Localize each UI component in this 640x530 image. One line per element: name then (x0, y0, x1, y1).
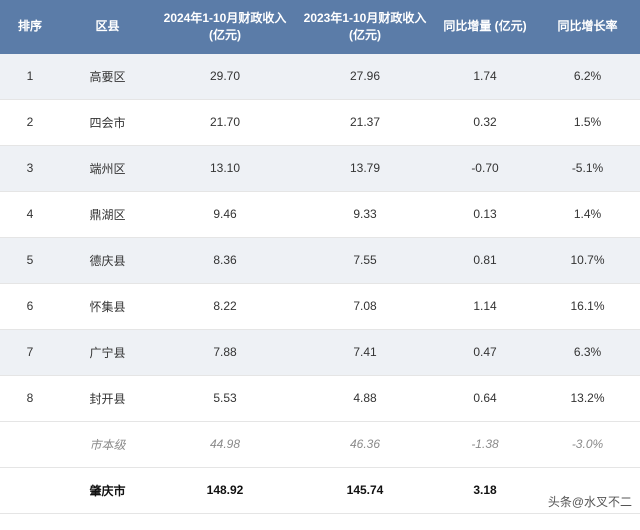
table-row: 1高要区29.7027.961.746.2% (0, 54, 640, 100)
cell-diff: 0.81 (435, 237, 535, 283)
cell-rev2023: 27.96 (295, 54, 435, 100)
col-header-growth: 同比增长率 (535, 0, 640, 54)
cell-growth: 13.2% (535, 375, 640, 421)
cell-rank: 8 (0, 375, 60, 421)
cell-growth: 1.4% (535, 191, 640, 237)
cell-diff: 0.13 (435, 191, 535, 237)
cell-area: 怀集县 (60, 283, 155, 329)
cell-area: 广宁县 (60, 329, 155, 375)
cell-area: 市本级 (60, 421, 155, 467)
cell-rev2023: 9.33 (295, 191, 435, 237)
cell-rev2023: 21.37 (295, 99, 435, 145)
cell-diff: -0.70 (435, 145, 535, 191)
cell-rank: 7 (0, 329, 60, 375)
cell-diff: 1.74 (435, 54, 535, 100)
col-header-2024: 2024年1-10月财政收入 (亿元) (155, 0, 295, 54)
table-row: 4鼎湖区9.469.330.131.4% (0, 191, 640, 237)
cell-growth: 6.2% (535, 54, 640, 100)
cell-growth: 10.7% (535, 237, 640, 283)
cell-rank: 3 (0, 145, 60, 191)
cell-area: 德庆县 (60, 237, 155, 283)
cell-rev2024: 8.36 (155, 237, 295, 283)
cell-rank: 4 (0, 191, 60, 237)
cell-diff: 0.47 (435, 329, 535, 375)
cell-rank (0, 467, 60, 513)
cell-rev2024: 9.46 (155, 191, 295, 237)
cell-growth (535, 467, 640, 513)
cell-growth: 16.1% (535, 283, 640, 329)
cell-rank: 5 (0, 237, 60, 283)
cell-rev2023: 4.88 (295, 375, 435, 421)
cell-area: 高要区 (60, 54, 155, 100)
table-row: 3端州区13.1013.79-0.70-5.1% (0, 145, 640, 191)
cell-rev2024: 21.70 (155, 99, 295, 145)
fiscal-revenue-table: 排序 区县 2024年1-10月财政收入 (亿元) 2023年1-10月财政收入… (0, 0, 640, 514)
cell-rev2024: 13.10 (155, 145, 295, 191)
cell-area: 封开县 (60, 375, 155, 421)
cell-growth: 6.3% (535, 329, 640, 375)
cell-rev2024: 5.53 (155, 375, 295, 421)
cell-diff: 0.64 (435, 375, 535, 421)
cell-rank: 2 (0, 99, 60, 145)
table-row: 7广宁县7.887.410.476.3% (0, 329, 640, 375)
cell-rank: 1 (0, 54, 60, 100)
cell-area: 端州区 (60, 145, 155, 191)
cell-rev2023: 13.79 (295, 145, 435, 191)
cell-rank (0, 421, 60, 467)
cell-rev2023: 7.08 (295, 283, 435, 329)
col-header-rank: 排序 (0, 0, 60, 54)
cell-diff: 3.18 (435, 467, 535, 513)
table-row: 2四会市21.7021.370.321.5% (0, 99, 640, 145)
table-row: 5德庆县8.367.550.8110.7% (0, 237, 640, 283)
cell-growth: 1.5% (535, 99, 640, 145)
cell-diff: 1.14 (435, 283, 535, 329)
cell-rev2023: 7.55 (295, 237, 435, 283)
cell-rev2024: 44.98 (155, 421, 295, 467)
cell-rev2023: 46.36 (295, 421, 435, 467)
table-body: 1高要区29.7027.961.746.2%2四会市21.7021.370.32… (0, 54, 640, 514)
table-header-row: 排序 区县 2024年1-10月财政收入 (亿元) 2023年1-10月财政收入… (0, 0, 640, 54)
cell-area: 鼎湖区 (60, 191, 155, 237)
cell-rev2024: 8.22 (155, 283, 295, 329)
cell-growth: -5.1% (535, 145, 640, 191)
cell-rev2024: 7.88 (155, 329, 295, 375)
cell-diff: 0.32 (435, 99, 535, 145)
col-header-area: 区县 (60, 0, 155, 54)
cell-area: 四会市 (60, 99, 155, 145)
table-row: 市本级44.9846.36-1.38-3.0% (0, 421, 640, 467)
cell-diff: -1.38 (435, 421, 535, 467)
col-header-diff: 同比增量 (亿元) (435, 0, 535, 54)
table-row: 肇庆市148.92145.743.18 (0, 467, 640, 513)
cell-rev2024: 148.92 (155, 467, 295, 513)
cell-rank: 6 (0, 283, 60, 329)
cell-area: 肇庆市 (60, 467, 155, 513)
cell-rev2023: 7.41 (295, 329, 435, 375)
table-row: 6怀集县8.227.081.1416.1% (0, 283, 640, 329)
col-header-2023: 2023年1-10月财政收入 (亿元) (295, 0, 435, 54)
cell-growth: -3.0% (535, 421, 640, 467)
table-row: 8封开县5.534.880.6413.2% (0, 375, 640, 421)
cell-rev2023: 145.74 (295, 467, 435, 513)
cell-rev2024: 29.70 (155, 54, 295, 100)
